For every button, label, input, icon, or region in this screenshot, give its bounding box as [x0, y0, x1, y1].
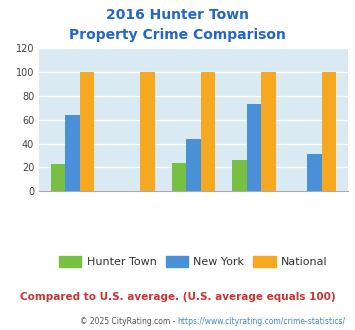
Bar	[247, 104, 261, 191]
Bar	[322, 72, 337, 191]
Bar	[186, 139, 201, 191]
Text: https://www.cityrating.com/crime-statistics/: https://www.cityrating.com/crime-statist…	[178, 317, 346, 326]
Text: Compared to U.S. average. (U.S. average equals 100): Compared to U.S. average. (U.S. average …	[20, 292, 335, 302]
Text: © 2025 CityRating.com -: © 2025 CityRating.com -	[80, 317, 178, 326]
Bar	[65, 115, 80, 191]
Legend: Hunter Town, New York, National: Hunter Town, New York, National	[55, 251, 332, 272]
Text: 2016 Hunter Town: 2016 Hunter Town	[106, 8, 249, 22]
Bar	[50, 164, 65, 191]
Bar	[80, 72, 94, 191]
Bar	[140, 72, 155, 191]
Bar	[201, 72, 215, 191]
Bar	[261, 72, 276, 191]
Bar	[172, 163, 186, 191]
Bar	[307, 154, 322, 191]
Text: Property Crime Comparison: Property Crime Comparison	[69, 28, 286, 42]
Bar	[232, 160, 247, 191]
